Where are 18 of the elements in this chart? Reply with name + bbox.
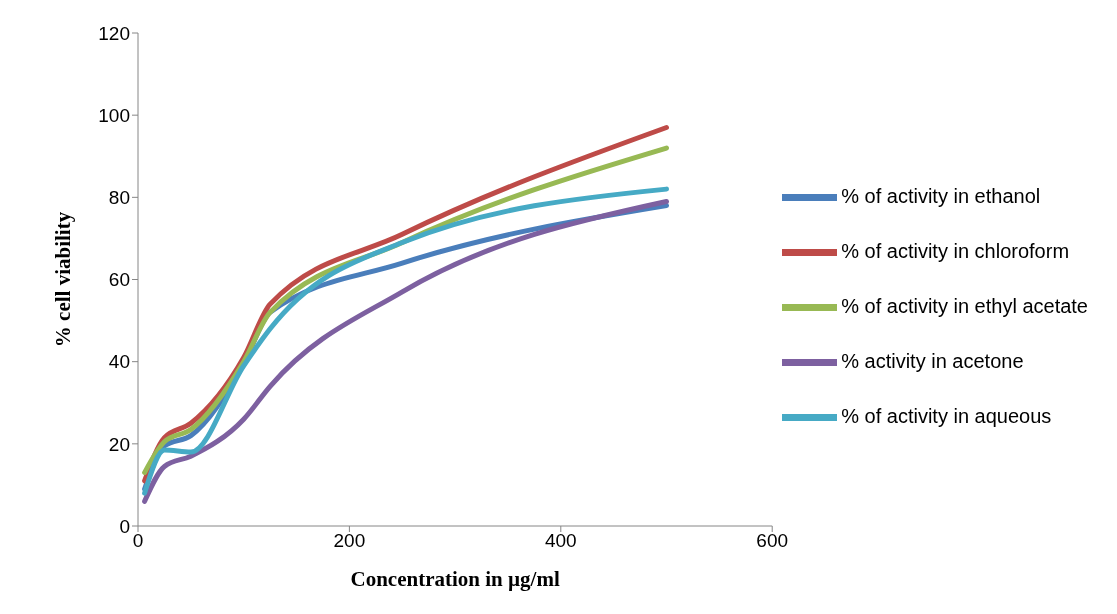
y-tick-label: 80 bbox=[108, 187, 130, 209]
x-axis-title: Concentration in µg/ml bbox=[350, 567, 560, 591]
x-tick-label: 400 bbox=[544, 530, 577, 552]
legend-label: % of activity in ethyl acetate bbox=[841, 294, 1088, 317]
y-axis-title: % cell viability bbox=[51, 211, 76, 348]
y-tick-label: 0 bbox=[119, 515, 130, 537]
x-tick-label: 600 bbox=[756, 530, 789, 552]
x-tick-label: 0 bbox=[132, 530, 144, 552]
x-tick-label: 200 bbox=[333, 530, 366, 552]
y-tick-label: 100 bbox=[98, 104, 130, 126]
legend-label: % of activity in ethanol bbox=[841, 184, 1041, 207]
y-tick-label: 120 bbox=[98, 22, 130, 44]
legend-label: % activity in acetone bbox=[841, 349, 1024, 372]
legend-label: % of activity in aqueous bbox=[841, 404, 1052, 427]
y-tick-label: 20 bbox=[108, 433, 130, 455]
y-tick-label: 40 bbox=[108, 351, 130, 373]
legend-label: % of activity in chloroform bbox=[841, 239, 1070, 262]
y-tick-label: 60 bbox=[108, 269, 130, 291]
